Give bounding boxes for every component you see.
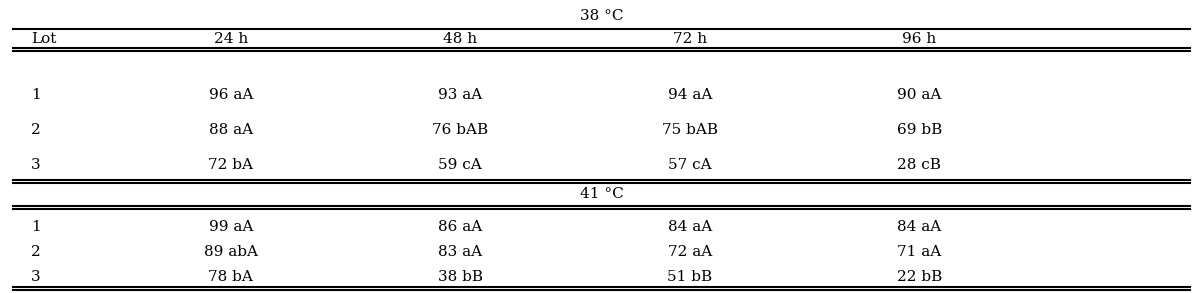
Text: 89 abA: 89 abA [203, 245, 257, 259]
Text: 84 aA: 84 aA [668, 220, 712, 234]
Text: 99 aA: 99 aA [208, 220, 253, 234]
Text: 84 aA: 84 aA [897, 220, 942, 234]
Text: 93 aA: 93 aA [438, 88, 482, 103]
Text: 59 cA: 59 cA [438, 158, 482, 172]
Text: 48 h: 48 h [443, 32, 478, 46]
Text: 3: 3 [31, 270, 41, 284]
Text: 94 aA: 94 aA [668, 88, 712, 103]
Text: 86 aA: 86 aA [438, 220, 482, 234]
Text: 28 cB: 28 cB [897, 158, 941, 172]
Text: 38 °C: 38 °C [580, 9, 623, 23]
Text: 88 aA: 88 aA [209, 123, 253, 137]
Text: 51 bB: 51 bB [668, 270, 712, 284]
Text: 22 bB: 22 bB [896, 270, 942, 284]
Text: 57 cA: 57 cA [668, 158, 712, 172]
Text: 1: 1 [31, 88, 41, 103]
Text: 24 h: 24 h [214, 32, 248, 46]
Text: 72 aA: 72 aA [668, 245, 712, 259]
Text: 41 °C: 41 °C [580, 187, 623, 200]
Text: 90 aA: 90 aA [897, 88, 942, 103]
Text: 72 bA: 72 bA [208, 158, 254, 172]
Text: 2: 2 [31, 123, 41, 137]
Text: 3: 3 [31, 158, 41, 172]
Text: 75 bAB: 75 bAB [662, 123, 718, 137]
Text: 78 bA: 78 bA [208, 270, 254, 284]
Text: Lot: Lot [31, 32, 57, 46]
Text: 96 h: 96 h [902, 32, 936, 46]
Text: 69 bB: 69 bB [896, 123, 942, 137]
Text: 38 bB: 38 bB [438, 270, 482, 284]
Text: 96 aA: 96 aA [208, 88, 253, 103]
Text: 2: 2 [31, 245, 41, 259]
Text: 76 bAB: 76 bAB [432, 123, 488, 137]
Text: 1: 1 [31, 220, 41, 234]
Text: 71 aA: 71 aA [897, 245, 942, 259]
Text: 72 h: 72 h [672, 32, 707, 46]
Text: 83 aA: 83 aA [438, 245, 482, 259]
